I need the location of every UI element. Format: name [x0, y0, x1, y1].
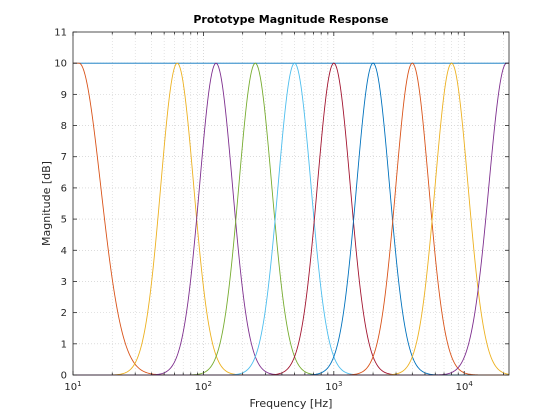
y-tick-label: 5 — [61, 215, 67, 226]
chart-title: Prototype Magnitude Response — [193, 13, 388, 26]
x-axis-label: Frequency [Hz] — [250, 397, 333, 410]
plot-box — [72, 31, 510, 376]
y-tick-label: 9 — [61, 90, 67, 101]
y-tick-label: 10 — [54, 59, 67, 70]
y-tick-label: 2 — [61, 308, 67, 319]
axis-ticks: 0 1 2 3 4 5 6 7 8 9 10 11 101 102 103 104 — [54, 28, 509, 393]
x-tick-label: 104 — [456, 380, 474, 393]
x-tick-label: 101 — [64, 380, 81, 393]
y-tick-label: 3 — [61, 277, 67, 288]
y-tick-label: 7 — [61, 152, 67, 163]
y-tick-label: 1 — [61, 339, 67, 350]
y-tick-label: 6 — [61, 183, 67, 194]
y-tick-label: 8 — [61, 121, 67, 132]
y-axis-label: Magnitude [dB] — [40, 161, 53, 246]
x-tick-label: 102 — [195, 380, 212, 393]
y-tick-label: 0 — [61, 371, 67, 382]
y-tick-label: 11 — [54, 28, 67, 39]
plot-area — [73, 32, 509, 375]
y-tick-label: 4 — [61, 246, 67, 257]
x-tick-label: 103 — [325, 380, 342, 393]
